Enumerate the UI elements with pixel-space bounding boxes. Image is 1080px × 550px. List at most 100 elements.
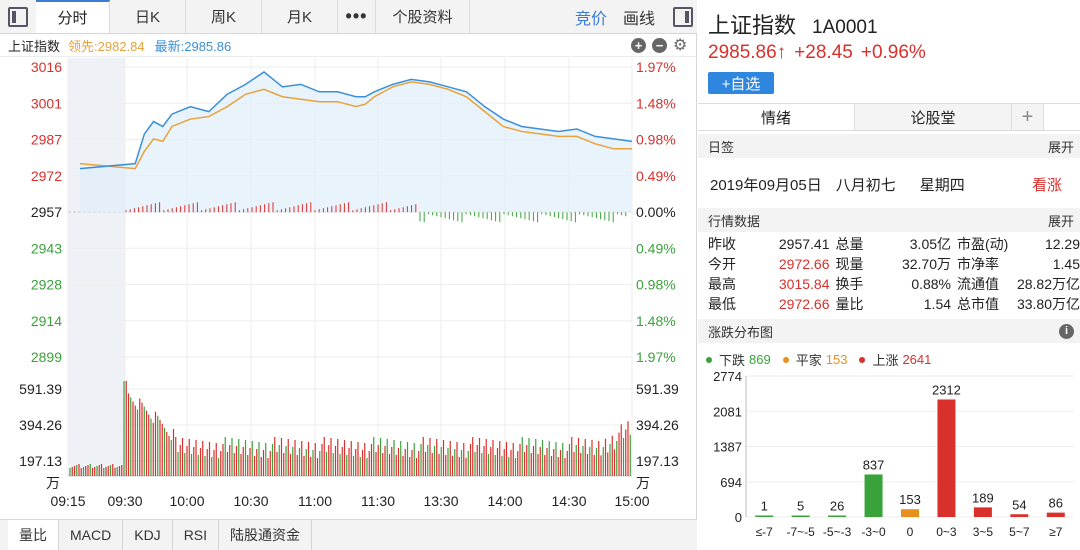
dist-value-label: 54: [1012, 497, 1026, 512]
intraday-chart[interactable]: 3016 1.97% 3001 1.48% 2987 0.98% 2972 0.49% 2957…: [0, 58, 697, 518]
tab-forum[interactable]: 论股堂: [855, 104, 1012, 130]
dist-bar: [937, 399, 956, 517]
y-tick-label: 0.00%: [636, 204, 676, 220]
tab-intraday[interactable]: 分时: [36, 0, 110, 33]
zoom-out-icon[interactable]: −: [652, 38, 667, 53]
indicator-tab-rsi[interactable]: RSI: [173, 520, 220, 550]
quote-label: 最高: [708, 276, 736, 292]
chart-panel: 分时 日K 周K 月K ••• 个股资料 竞价 画线 上证指数 领先:2982.…: [0, 0, 697, 550]
right-tabs: 情绪 论股堂 +: [698, 103, 1080, 131]
volume-unit-label: 万: [636, 475, 650, 491]
dist-value-label: 153: [899, 492, 921, 507]
volume-tick-label: 591.39: [19, 381, 62, 397]
tab-sentiment[interactable]: 情绪: [698, 104, 855, 130]
day-section-title: 日签: [708, 139, 735, 155]
y-tick-label: 1.97%: [636, 349, 676, 365]
y-tick-label: 1.48%: [636, 313, 676, 329]
tab-stock-profile[interactable]: 个股资料: [376, 0, 470, 33]
quote-label: 总市值: [957, 296, 1000, 312]
day-row: 2019年09月05日 八月初七 星期四 看涨: [698, 170, 1080, 198]
info-icon[interactable]: i: [1059, 323, 1074, 339]
price-area-fill: [80, 71, 632, 213]
dist-bar: [791, 515, 810, 517]
dist-category-label: ≥7: [1049, 525, 1063, 539]
mood-button[interactable]: 看涨: [1031, 176, 1062, 194]
quote-value: 3015.84: [778, 276, 830, 292]
y-tick-label: 0: [735, 510, 742, 525]
indicator-tab-volume-ratio[interactable]: 量比: [8, 520, 59, 550]
dist-bar: [1046, 512, 1065, 517]
volume-tick-label: 197.13: [636, 453, 679, 469]
dist-value-label: 1: [761, 499, 768, 514]
x-tick-label: 10:30: [233, 493, 268, 509]
table-row: 昨收 2957.41 总量 3.05亿 市盈(动) 12.29: [708, 234, 1080, 254]
flat-dot-icon: [782, 356, 789, 363]
quote-label: 量比: [835, 296, 864, 312]
y-tick-label: 694: [720, 475, 742, 490]
gear-icon[interactable]: ⚙: [673, 37, 688, 54]
tab-daily-k[interactable]: 日K: [110, 0, 186, 33]
x-tick-label: 11:30: [361, 493, 395, 509]
quote-expand-button[interactable]: 展开: [1047, 213, 1074, 229]
quote-value: 2972.66: [778, 296, 830, 312]
indicator-tab-kdj[interactable]: KDJ: [123, 520, 173, 550]
dist-value-label: 5: [797, 499, 804, 514]
distribution-chart: 2774 2081 1387 694 0 1 ≤-7 5 -7~-5 26 -5~-3 837 -3~0…: [713, 369, 1074, 539]
left-panel-toggle-icon[interactable]: [0, 0, 36, 33]
quote-value: 33.80万亿: [1016, 296, 1080, 312]
dist-category-label: 3~5: [973, 525, 994, 539]
series-line: [79, 71, 633, 170]
x-tick-label: 10:00: [169, 493, 204, 509]
lunar-date: 八月初七: [835, 176, 896, 194]
quote-label: 市净率: [957, 256, 1000, 272]
up-dot-icon: [859, 356, 866, 363]
draw-line-button[interactable]: 画线: [622, 10, 655, 28]
y-tick-label: 0.49%: [636, 168, 676, 184]
stock-name: 上证指数: [708, 13, 797, 38]
date-text: 2019年09月05日: [710, 176, 822, 194]
tab-weekly-k[interactable]: 周K: [186, 0, 262, 33]
quote-label: 换手: [835, 276, 864, 292]
add-tab-icon[interactable]: +: [1012, 104, 1044, 130]
quote-value: 1.45: [1052, 256, 1080, 272]
dist-section-title: 涨跌分布图: [708, 324, 774, 340]
right-panel-toggle-icon[interactable]: [669, 6, 697, 27]
quote-value: 32.70万: [901, 256, 952, 272]
quote-panel: 上证指数 1A0001 2985.86↑ +28.45 +0.96% +自选 情绪…: [698, 0, 1080, 550]
indicator-tab-northbound[interactable]: 陆股通资金: [219, 520, 313, 550]
y-tick-label: 0.98%: [636, 277, 676, 293]
x-tick-label: 09:30: [107, 493, 142, 509]
y-tick-label: 2914: [31, 313, 62, 329]
down-label: 下跌: [719, 353, 746, 368]
quote-label: 昨收: [708, 236, 736, 252]
dist-category-label: ≤-7: [756, 525, 774, 539]
tab-monthly-k[interactable]: 月K: [262, 0, 338, 33]
day-expand-button[interactable]: 展开: [1047, 139, 1074, 155]
add-watchlist-button[interactable]: +自选: [708, 72, 774, 94]
quote-label: 总量: [835, 236, 864, 252]
flat-label: 平家: [795, 353, 822, 368]
current-price: 2985.86↑: [708, 42, 787, 63]
x-tick-label: 14:30: [551, 493, 586, 509]
y-tick-label: 1387: [713, 440, 742, 455]
table-row: 最高 3015.84 换手 0.88% 流通值 28.82万亿: [708, 274, 1080, 294]
indicator-bar: 量比 MACD KDJ RSI 陆股通资金: [0, 519, 697, 550]
dist-category-label: -3~0: [861, 525, 886, 539]
more-tabs-button[interactable]: •••: [338, 0, 376, 33]
dist-category-label: 0: [907, 525, 914, 539]
auction-shade: [68, 58, 125, 476]
latest-value: 最新:2985.86: [154, 39, 232, 54]
bid-button[interactable]: 竞价: [574, 10, 607, 28]
quote-value: 2957.41: [778, 236, 830, 252]
quote-label: 最低: [708, 296, 736, 312]
indicator-tab-macd[interactable]: MACD: [59, 520, 124, 550]
dist-value-label: 2312: [932, 382, 961, 397]
dist-value-label: 26: [830, 499, 844, 514]
lead-value: 领先:2982.84: [68, 39, 145, 54]
up-label: 上涨: [872, 353, 899, 368]
table-row: 今开 2972.66 现量 32.70万 市净率 1.45: [708, 254, 1080, 274]
y-tick-label: 2899: [31, 349, 62, 365]
price-change: +28.45: [794, 42, 853, 63]
zoom-in-icon[interactable]: +: [631, 38, 646, 53]
quote-label: 今开: [708, 256, 736, 272]
